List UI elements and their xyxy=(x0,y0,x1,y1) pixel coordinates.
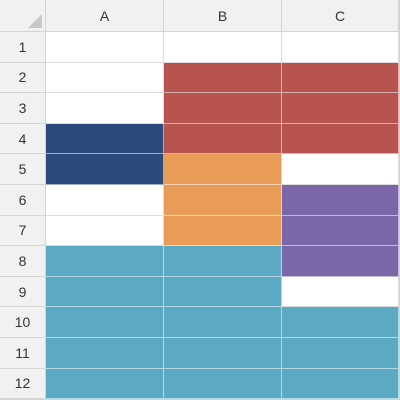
select-all-corner[interactable] xyxy=(0,0,46,32)
cell-c3[interactable] xyxy=(282,93,399,124)
row-header-7[interactable]: 7 xyxy=(0,215,46,247)
cell-c7[interactable] xyxy=(282,215,399,247)
row-header-8[interactable]: 8 xyxy=(0,246,46,277)
row-header-9[interactable]: 9 xyxy=(0,276,46,308)
cell-b9[interactable] xyxy=(164,276,282,308)
cell-a3[interactable] xyxy=(46,93,164,124)
cell-b6[interactable] xyxy=(164,184,282,216)
cell-a11[interactable] xyxy=(46,337,164,369)
row-header-6[interactable]: 6 xyxy=(0,184,46,216)
cell-a5[interactable] xyxy=(46,154,164,185)
cell-a1[interactable] xyxy=(46,32,164,63)
cell-b3[interactable] xyxy=(164,93,282,124)
cell-a10[interactable] xyxy=(46,307,164,338)
cell-b1[interactable] xyxy=(164,32,282,63)
cell-b7[interactable] xyxy=(164,215,282,247)
cell-b8[interactable] xyxy=(164,246,282,277)
cell-a8[interactable] xyxy=(46,246,164,277)
cell-b10[interactable] xyxy=(164,307,282,338)
cell-c6[interactable] xyxy=(282,184,399,216)
cell-a12[interactable] xyxy=(46,368,164,400)
cell-b11[interactable] xyxy=(164,337,282,369)
cell-a9[interactable] xyxy=(46,276,164,308)
cell-b2[interactable] xyxy=(164,62,282,94)
cell-c8[interactable] xyxy=(282,246,399,277)
cell-a4[interactable] xyxy=(46,123,164,155)
cell-c1[interactable] xyxy=(282,32,399,63)
column-header-b[interactable]: B xyxy=(164,0,282,32)
select-all-triangle-icon xyxy=(28,14,42,28)
cell-c11[interactable] xyxy=(282,337,399,369)
row-header-1[interactable]: 1 xyxy=(0,32,46,63)
cell-a7[interactable] xyxy=(46,215,164,247)
row-header-4[interactable]: 4 xyxy=(0,123,46,155)
row-header-5[interactable]: 5 xyxy=(0,154,46,185)
column-header-a[interactable]: A xyxy=(46,0,164,32)
column-header-c[interactable]: C xyxy=(282,0,399,32)
cell-c9[interactable] xyxy=(282,276,399,308)
cell-b4[interactable] xyxy=(164,123,282,155)
cell-c5[interactable] xyxy=(282,154,399,185)
row-header-3[interactable]: 3 xyxy=(0,93,46,124)
row-header-10[interactable]: 10 xyxy=(0,307,46,338)
cell-c12[interactable] xyxy=(282,368,399,400)
cell-b5[interactable] xyxy=(164,154,282,185)
row-header-2[interactable]: 2 xyxy=(0,62,46,94)
cell-b12[interactable] xyxy=(164,368,282,400)
cell-c4[interactable] xyxy=(282,123,399,155)
row-header-12[interactable]: 12 xyxy=(0,368,46,400)
cell-c2[interactable] xyxy=(282,62,399,94)
cell-a2[interactable] xyxy=(46,62,164,94)
cell-c10[interactable] xyxy=(282,307,399,338)
row-header-11[interactable]: 11 xyxy=(0,337,46,369)
cell-a6[interactable] xyxy=(46,184,164,216)
